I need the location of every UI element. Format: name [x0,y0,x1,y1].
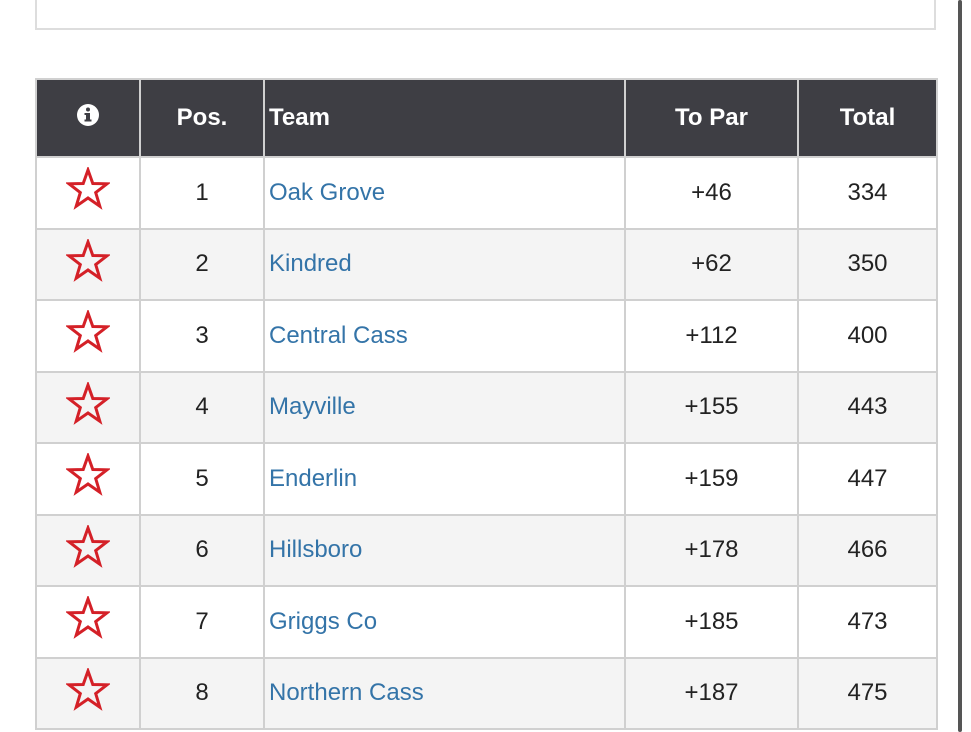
favorite-star[interactable] [64,380,112,426]
total: 466 [797,513,938,587]
to-par: +46 [624,156,799,230]
team-row: 4 Mayville +155 443 [35,370,938,444]
info-icon[interactable] [76,103,100,127]
favorite-star[interactable] [64,165,112,211]
team-name[interactable]: Enderlin [263,442,626,516]
team-row: 2 Kindred +62 350 [35,227,938,301]
total: 447 [797,442,938,516]
favorite-star[interactable] [64,237,112,283]
favorite-cell[interactable] [35,585,141,659]
team-row: 3 Central Cass +112 400 [35,299,938,373]
position: 5 [139,442,265,516]
favorite-star[interactable] [64,666,112,712]
total: 443 [797,370,938,444]
team-name[interactable]: Mayville [263,370,626,444]
team-name[interactable]: Central Cass [263,299,626,373]
to-par: +178 [624,513,799,587]
favorite-star[interactable] [64,308,112,354]
team-row: 8 Northern Cass +187 475 [35,656,938,730]
favorite-star[interactable] [64,451,112,497]
team-name[interactable]: Hillsboro [263,513,626,587]
to-par: +62 [624,227,799,301]
position: 6 [139,513,265,587]
favorite-cell[interactable] [35,442,141,516]
team-name[interactable]: Northern Cass [263,656,626,730]
position: 3 [139,299,265,373]
favorite-cell[interactable] [35,227,141,301]
team-row: 1 Oak Grove +46 334 [35,156,938,230]
favorite-star[interactable] [64,594,112,640]
total: 473 [797,585,938,659]
team-row: 6 Hillsboro +178 466 [35,513,938,587]
favorite-star[interactable] [64,523,112,569]
favorite-cell[interactable] [35,513,141,587]
team-row: 5 Enderlin +159 447 [35,442,938,516]
position: 2 [139,227,265,301]
leaderboard-table: Pos. Team To Par Total 1 Oak Grove +46 334 2… [35,78,938,730]
to-par: +187 [624,656,799,730]
column-header: To Par [624,78,799,158]
favorite-cell[interactable] [35,156,141,230]
favorite-cell[interactable] [35,656,141,730]
total: 334 [797,156,938,230]
info-header[interactable] [35,78,141,158]
to-par: +112 [624,299,799,373]
team-name[interactable]: Oak Grove [263,156,626,230]
total: 350 [797,227,938,301]
to-par: +159 [624,442,799,516]
column-header: Total [797,78,938,158]
favorite-cell[interactable] [35,370,141,444]
to-par: +185 [624,585,799,659]
total: 475 [797,656,938,730]
to-par: +155 [624,370,799,444]
position: 1 [139,156,265,230]
position: 7 [139,585,265,659]
scrollbar [958,0,962,732]
favorite-cell[interactable] [35,299,141,373]
position: 4 [139,370,265,444]
team-name[interactable]: Griggs Co [263,585,626,659]
column-header: Team [263,78,626,158]
position: 8 [139,656,265,730]
header-row: Pos. Team To Par Total [35,78,938,158]
total: 400 [797,299,938,373]
team-row: 7 Griggs Co +185 473 [35,585,938,659]
column-header: Pos. [139,78,265,158]
top-panel [35,0,936,30]
team-name[interactable]: Kindred [263,227,626,301]
